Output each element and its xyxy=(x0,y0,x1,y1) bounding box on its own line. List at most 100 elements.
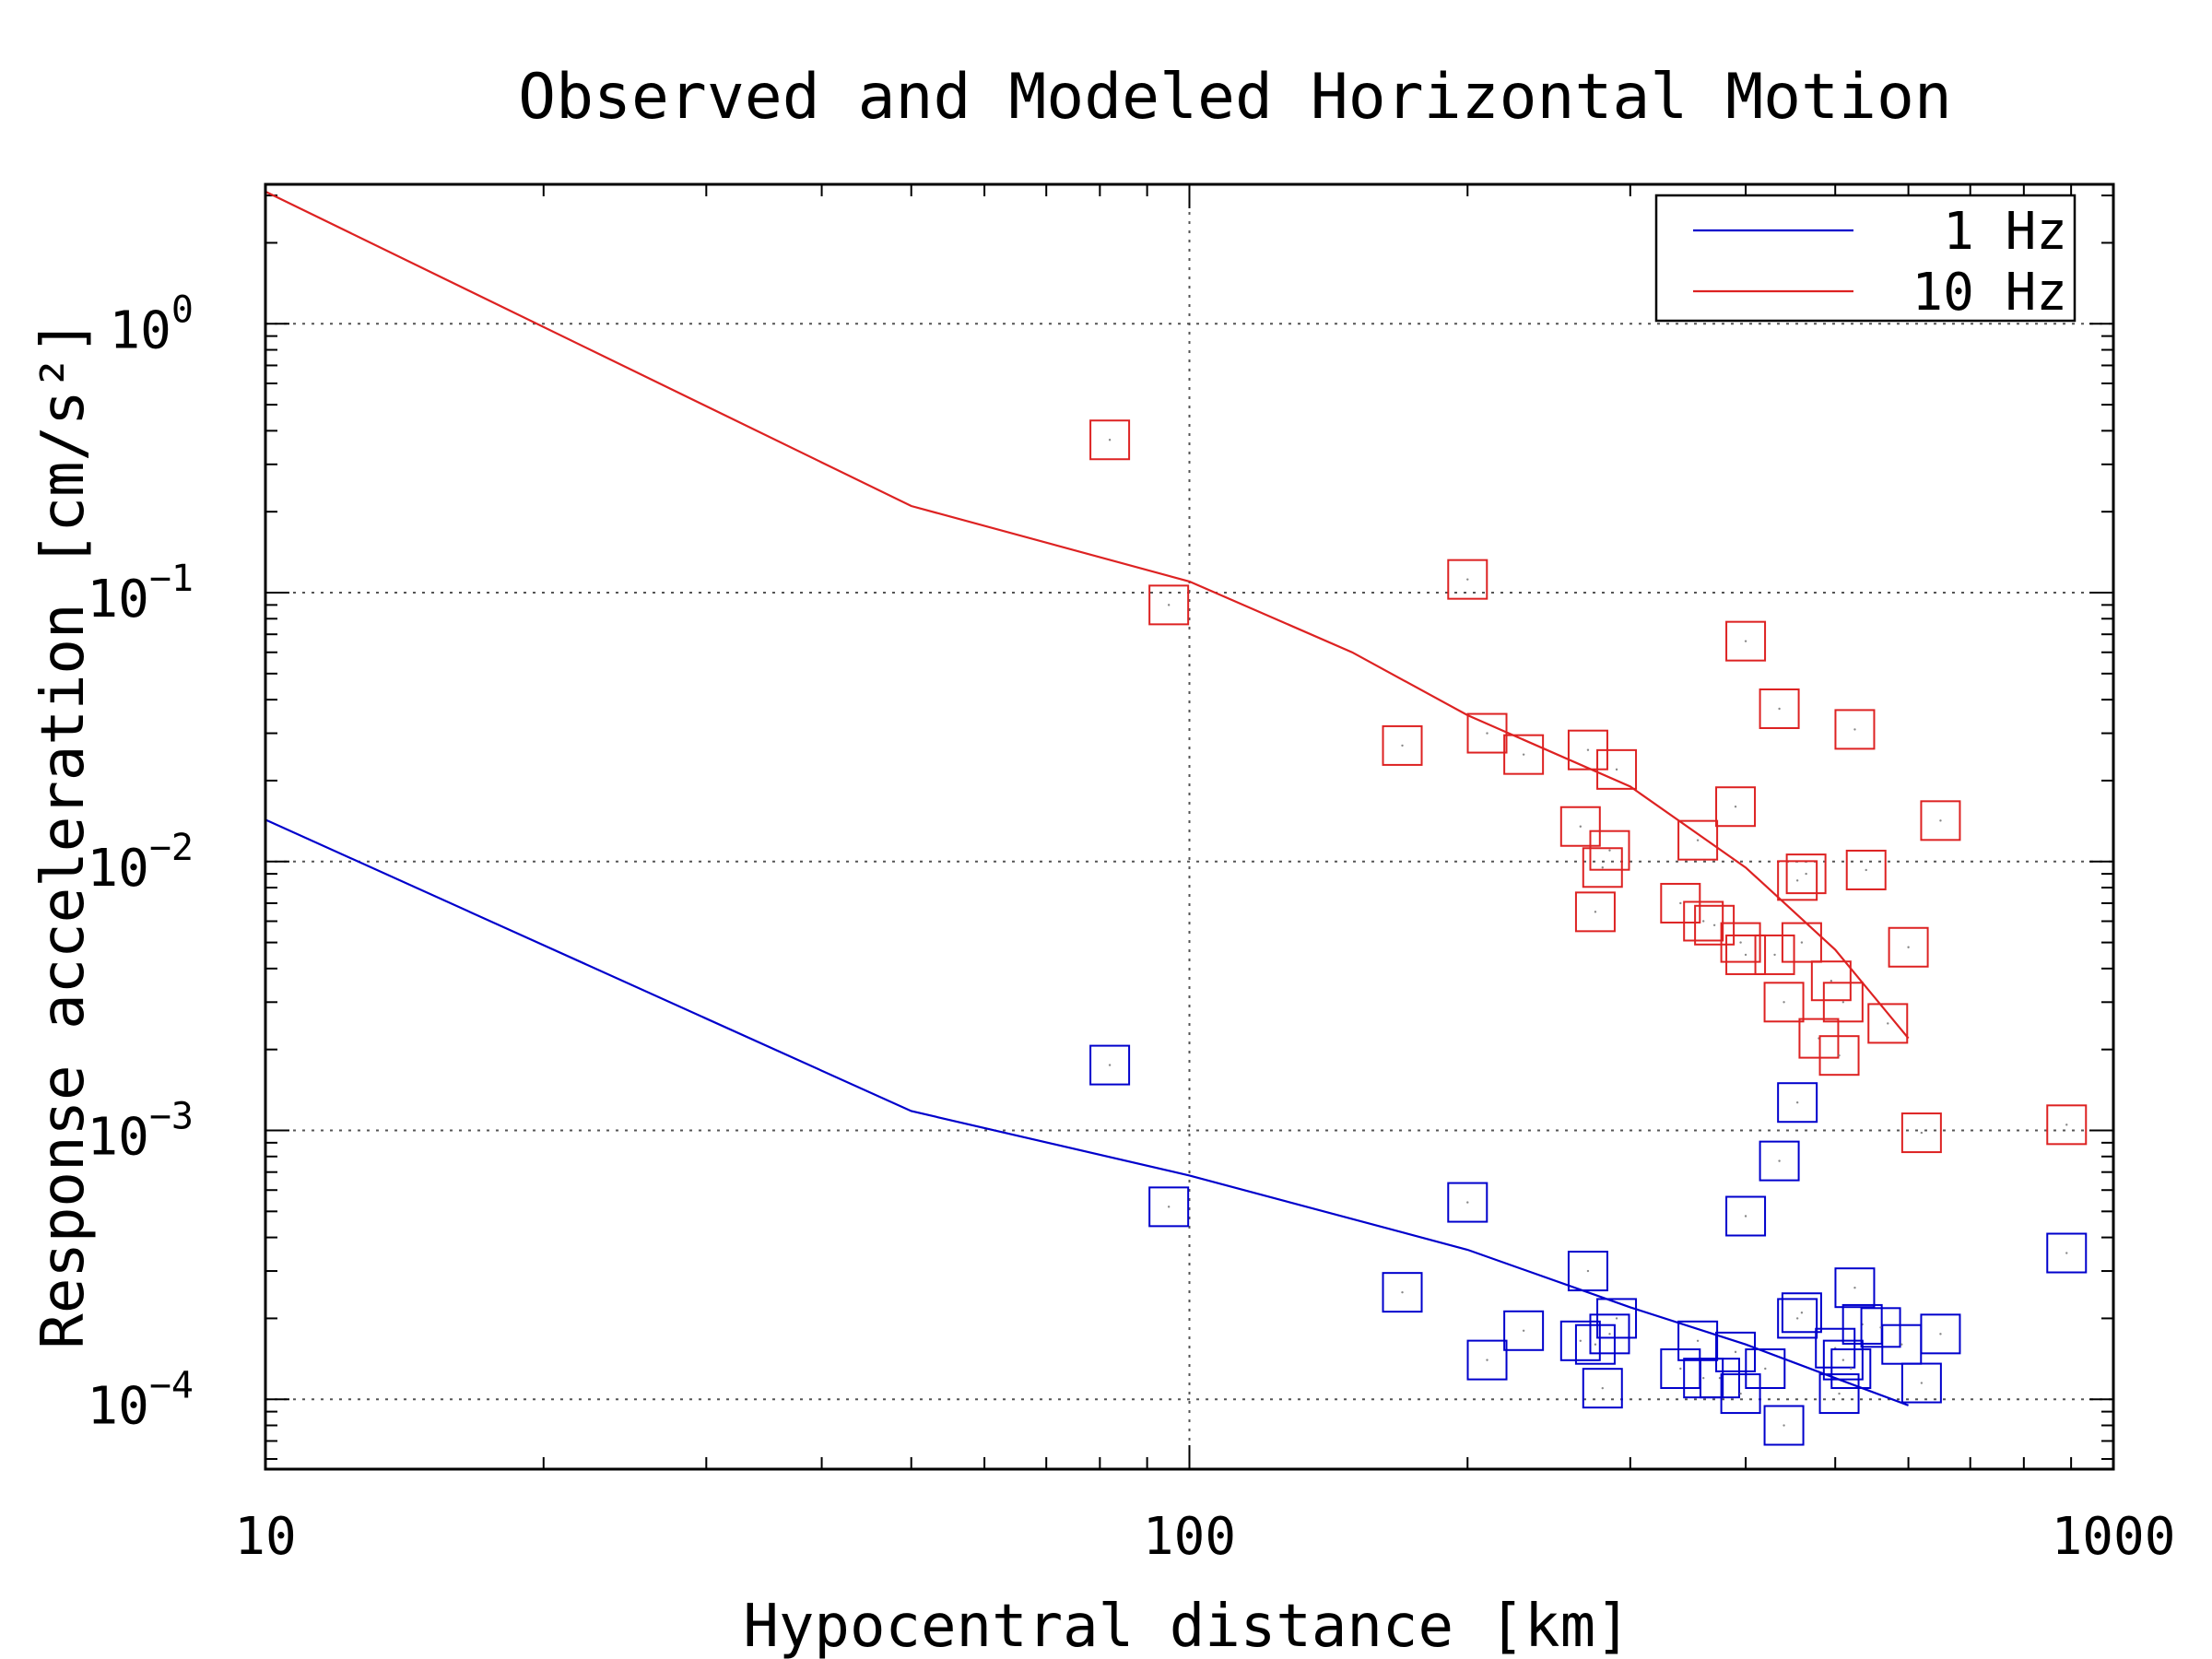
legend-box xyxy=(1654,194,2077,323)
legend-label: 1 Hz xyxy=(1943,202,2067,262)
observed-point xyxy=(1810,960,1852,1002)
observed-point xyxy=(1815,1327,1856,1369)
observed-point xyxy=(1589,830,1630,871)
observed-point-center xyxy=(1167,1206,1171,1208)
observed-point-center xyxy=(1696,1339,1700,1343)
observed-point-center xyxy=(1712,924,1716,926)
observed-point xyxy=(1660,882,1701,924)
x-tick-labels: 10 100 1000 xyxy=(234,1507,2175,1567)
observed-point-center xyxy=(1778,1159,1781,1162)
legend-label: 10 Hz xyxy=(1912,263,2067,323)
observed-point-center xyxy=(1522,753,1525,756)
observed-point xyxy=(1920,1313,1961,1355)
observed-point xyxy=(1900,1362,1942,1404)
observed-point-center xyxy=(1783,1001,1785,1004)
observed-point-center xyxy=(1764,1367,1767,1371)
observed-point-center xyxy=(1778,707,1781,711)
series xyxy=(265,190,2088,1446)
observed-point-center xyxy=(1887,1022,1889,1025)
observed-point xyxy=(1720,1373,1761,1415)
observed-point xyxy=(1582,1368,1623,1409)
observed-point-center xyxy=(1841,1001,1845,1004)
observed-point xyxy=(2046,1232,2088,1274)
observed-point-center xyxy=(1773,953,1776,957)
observed-point xyxy=(1759,1140,1800,1182)
observed-point-center xyxy=(2065,1124,2068,1126)
observed-point xyxy=(1677,1320,1719,1361)
observed-point-center xyxy=(1586,1269,1590,1273)
observed-point-center xyxy=(1696,839,1700,841)
observed-point-center xyxy=(1805,872,1807,876)
x-tick-label: 1000 xyxy=(2052,1507,2176,1567)
observed-point-center xyxy=(1853,1286,1856,1289)
observed-point xyxy=(1596,748,1638,790)
observed-point xyxy=(1781,922,1822,963)
observed-point xyxy=(1834,1267,1876,1309)
observed-point xyxy=(1715,786,1757,828)
observed-point xyxy=(1694,904,1735,946)
x-tick-label: 100 xyxy=(1143,1507,1236,1567)
observed-point xyxy=(1596,1298,1638,1339)
observed-point xyxy=(1781,1292,1822,1334)
observed-point xyxy=(1830,1348,1872,1390)
observed-point xyxy=(1574,891,1616,933)
observed-point-center xyxy=(1608,849,1611,852)
observed-point xyxy=(1382,724,1423,766)
observed-point xyxy=(1860,1307,1901,1348)
observed-point-center xyxy=(1601,1386,1604,1390)
observed-point-center xyxy=(1701,920,1705,923)
observed-point xyxy=(1466,1339,1508,1381)
observed-point-center xyxy=(1800,1312,1804,1314)
plot-frame xyxy=(264,182,2115,1471)
observed-point xyxy=(1447,1182,1488,1223)
observed-point-center xyxy=(1615,1317,1618,1320)
x-tick-label: 10 xyxy=(234,1507,296,1567)
observed-point xyxy=(1725,934,1767,975)
observed-point xyxy=(1148,584,1190,626)
observed-point-center xyxy=(1841,1359,1845,1361)
observed-point-center xyxy=(1830,980,1833,982)
observed-point-center xyxy=(1838,1053,1841,1057)
observed-point xyxy=(1900,1112,1942,1154)
y-tick-label: 10−1 xyxy=(87,558,194,629)
observed-point xyxy=(1785,853,1827,895)
observed-point xyxy=(1503,734,1545,775)
observed-point-center xyxy=(1679,1367,1682,1371)
observed-point-center xyxy=(1401,744,1404,747)
observed-point-center xyxy=(1800,941,1804,944)
observed-point xyxy=(1677,819,1719,861)
observed-point xyxy=(1777,1298,1818,1339)
observed-point-center xyxy=(1939,1333,1942,1335)
observed-point-center xyxy=(1586,748,1590,751)
observed-point-center xyxy=(1601,866,1604,869)
y-axis-label: Response acceleration [cm/s²] xyxy=(29,319,98,1348)
observed-point-center xyxy=(1939,819,1942,822)
observed-point-center xyxy=(1108,439,1112,441)
observed-point xyxy=(1763,982,1805,1023)
observed-point xyxy=(1725,620,1767,662)
x-axis-label: Hypocentral distance [km] xyxy=(743,1593,1630,1659)
y-tick-labels: 100 10−1 10−2 10−3 10−4 xyxy=(87,288,194,1436)
observed-point-center xyxy=(1744,953,1747,957)
observed-point xyxy=(1920,800,1961,841)
observed-point-center xyxy=(1783,1424,1785,1427)
observed-point-center xyxy=(1486,732,1488,735)
observed-point-center xyxy=(1679,901,1682,905)
observed-point-center xyxy=(1401,1290,1404,1294)
observed-point xyxy=(1725,1195,1767,1237)
observed-point-center xyxy=(1850,1367,1853,1371)
series-1 xyxy=(265,190,2088,1154)
observed-point-center xyxy=(1795,1317,1799,1320)
observed-point-center xyxy=(1865,868,1867,872)
observed-point-center xyxy=(1853,728,1856,731)
y-tick-label: 10−3 xyxy=(87,1096,194,1168)
chart-title: Observed and Modeled Horizontal Motion xyxy=(518,61,1952,134)
observed-point xyxy=(1503,1310,1545,1351)
observed-point xyxy=(1745,1348,1786,1390)
observed-point-center xyxy=(1838,1392,1841,1395)
observed-point-center xyxy=(1920,1131,1924,1135)
observed-point-center xyxy=(1486,1359,1488,1361)
observed-point xyxy=(1888,926,1929,968)
observed-point xyxy=(1763,1405,1805,1446)
